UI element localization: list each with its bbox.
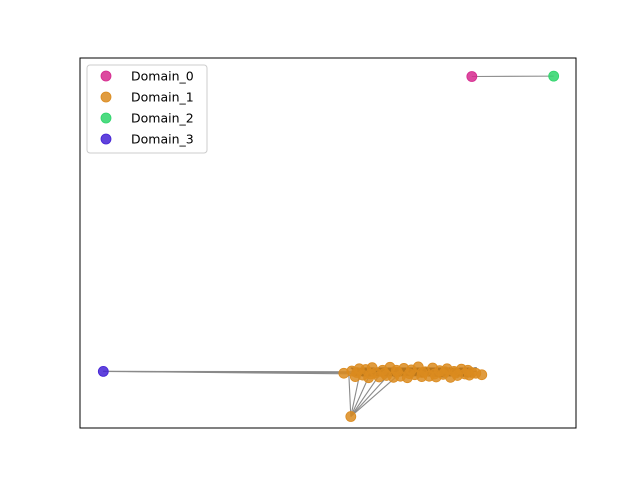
legend: Domain_0 Domain_1 Domain_2 Domain_3 [86, 64, 208, 154]
node-domain-1 [429, 368, 441, 380]
node-domain-1 [450, 367, 462, 379]
node-domain-3 [97, 365, 109, 377]
nodes-layer [97, 70, 560, 422]
edge-line [350, 374, 381, 417]
node-domain-1 [463, 369, 475, 381]
edge-line [350, 373, 390, 417]
legend-marker-domain-2 [100, 112, 112, 124]
legend-marker-domain-3 [100, 133, 112, 145]
node-domain-1 [351, 367, 363, 378]
legend-marker-domain-1 [100, 91, 112, 103]
node-domain-1 [476, 369, 488, 381]
node-domain-1 [403, 368, 415, 380]
node-domain-1 [365, 368, 377, 380]
legend-entries: Domain_0 Domain_1 Domain_2 Domain_3 [100, 69, 194, 147]
node-domain-1 [391, 364, 402, 376]
legend-label-domain-3: Domain_3 [131, 132, 194, 147]
node-domain-1 [416, 367, 428, 378]
node-domain-2 [548, 70, 560, 82]
edge-line [348, 373, 352, 417]
legend-label-domain-0: Domain_0 [131, 69, 194, 84]
node-domain-1 [379, 367, 390, 379]
node-domain-1 [345, 411, 357, 422]
legend-label-domain-1: Domain_1 [131, 90, 194, 105]
legend-label-domain-2: Domain_2 [131, 111, 194, 126]
edges-layer [103, 75, 554, 417]
node-domain-0 [466, 71, 478, 82]
legend-marker-domain-0 [100, 70, 112, 82]
legend-box [86, 64, 208, 154]
node-domain-1 [439, 366, 451, 378]
